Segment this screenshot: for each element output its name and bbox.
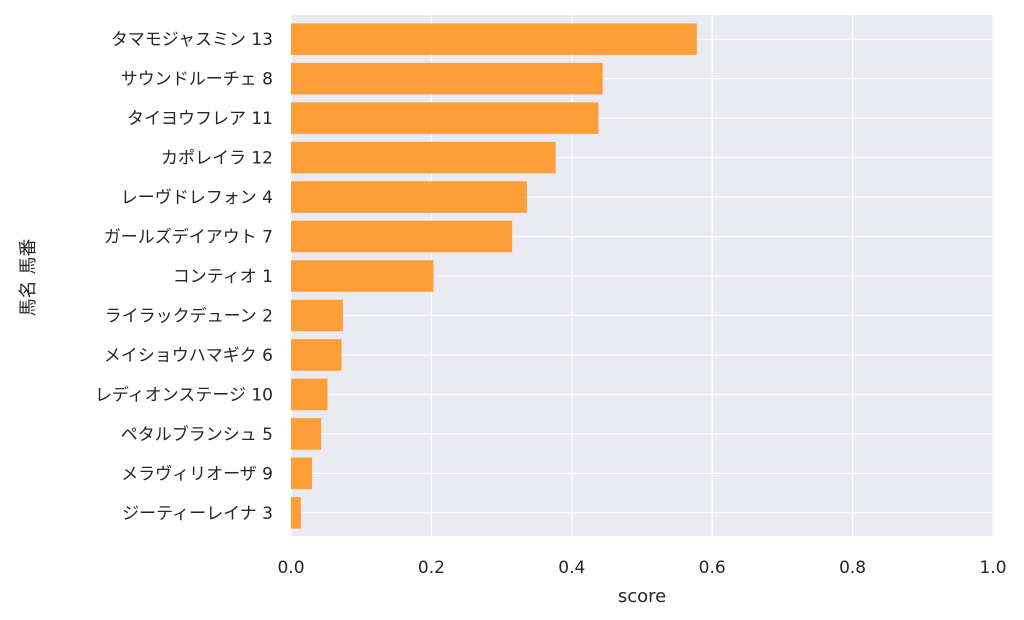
y-tick-labels: タマモジャスミン 13 サウンドルーチェ 8 タイヨウフレア 11 カポレイラ 12 レ… <box>95 30 273 524</box>
y-tick-label: コンティオ 1 <box>173 267 273 287</box>
y-tick-label: ライラックデューン 2 <box>105 305 273 326</box>
bar <box>291 339 342 371</box>
bars <box>291 23 697 529</box>
x-tick-label: 0.2 <box>418 558 445 578</box>
bar <box>291 457 313 490</box>
y-tick-label: レディオンステージ 10 <box>95 384 273 405</box>
bar <box>291 497 301 529</box>
y-tick-label: カポレイラ 12 <box>161 149 273 169</box>
x-tick-label: 0.0 <box>277 558 304 578</box>
y-tick-label: メイショウハマギク 6 <box>104 346 273 366</box>
bar <box>291 260 434 292</box>
bar <box>291 299 343 332</box>
x-tick-label: 0.8 <box>839 558 866 578</box>
y-tick-label: ガールズデイアウト 7 <box>104 227 273 248</box>
y-tick-label: ペタルブランシュ 5 <box>121 424 273 445</box>
y-tick-label: サウンドルーチェ 8 <box>121 70 273 90</box>
y-axis-label: 馬名 馬番 <box>18 239 39 317</box>
y-tick-label: レーヴドレフォン 4 <box>121 188 273 208</box>
bar <box>291 220 513 253</box>
bar <box>291 141 556 174</box>
bar <box>291 62 603 95</box>
y-tick-label: ジーティーレイナ 3 <box>122 504 273 524</box>
y-tick-label: タマモジャスミン 13 <box>111 30 273 50</box>
x-tick-label: 1.0 <box>979 558 1006 578</box>
x-tick-label: 0.4 <box>558 558 585 578</box>
bar <box>291 378 328 411</box>
bar <box>291 181 527 213</box>
bar <box>291 23 697 55</box>
bar <box>291 418 322 450</box>
x-tick-label: 0.6 <box>699 558 726 578</box>
y-tick-label: タイヨウフレア 11 <box>127 109 273 129</box>
bar <box>291 102 599 134</box>
x-axis-label: score <box>618 586 666 607</box>
y-tick-label: メラヴィリオーザ 9 <box>121 464 273 484</box>
x-tick-labels: 0.0 0.2 0.4 0.6 0.8 1.0 <box>277 558 1006 578</box>
